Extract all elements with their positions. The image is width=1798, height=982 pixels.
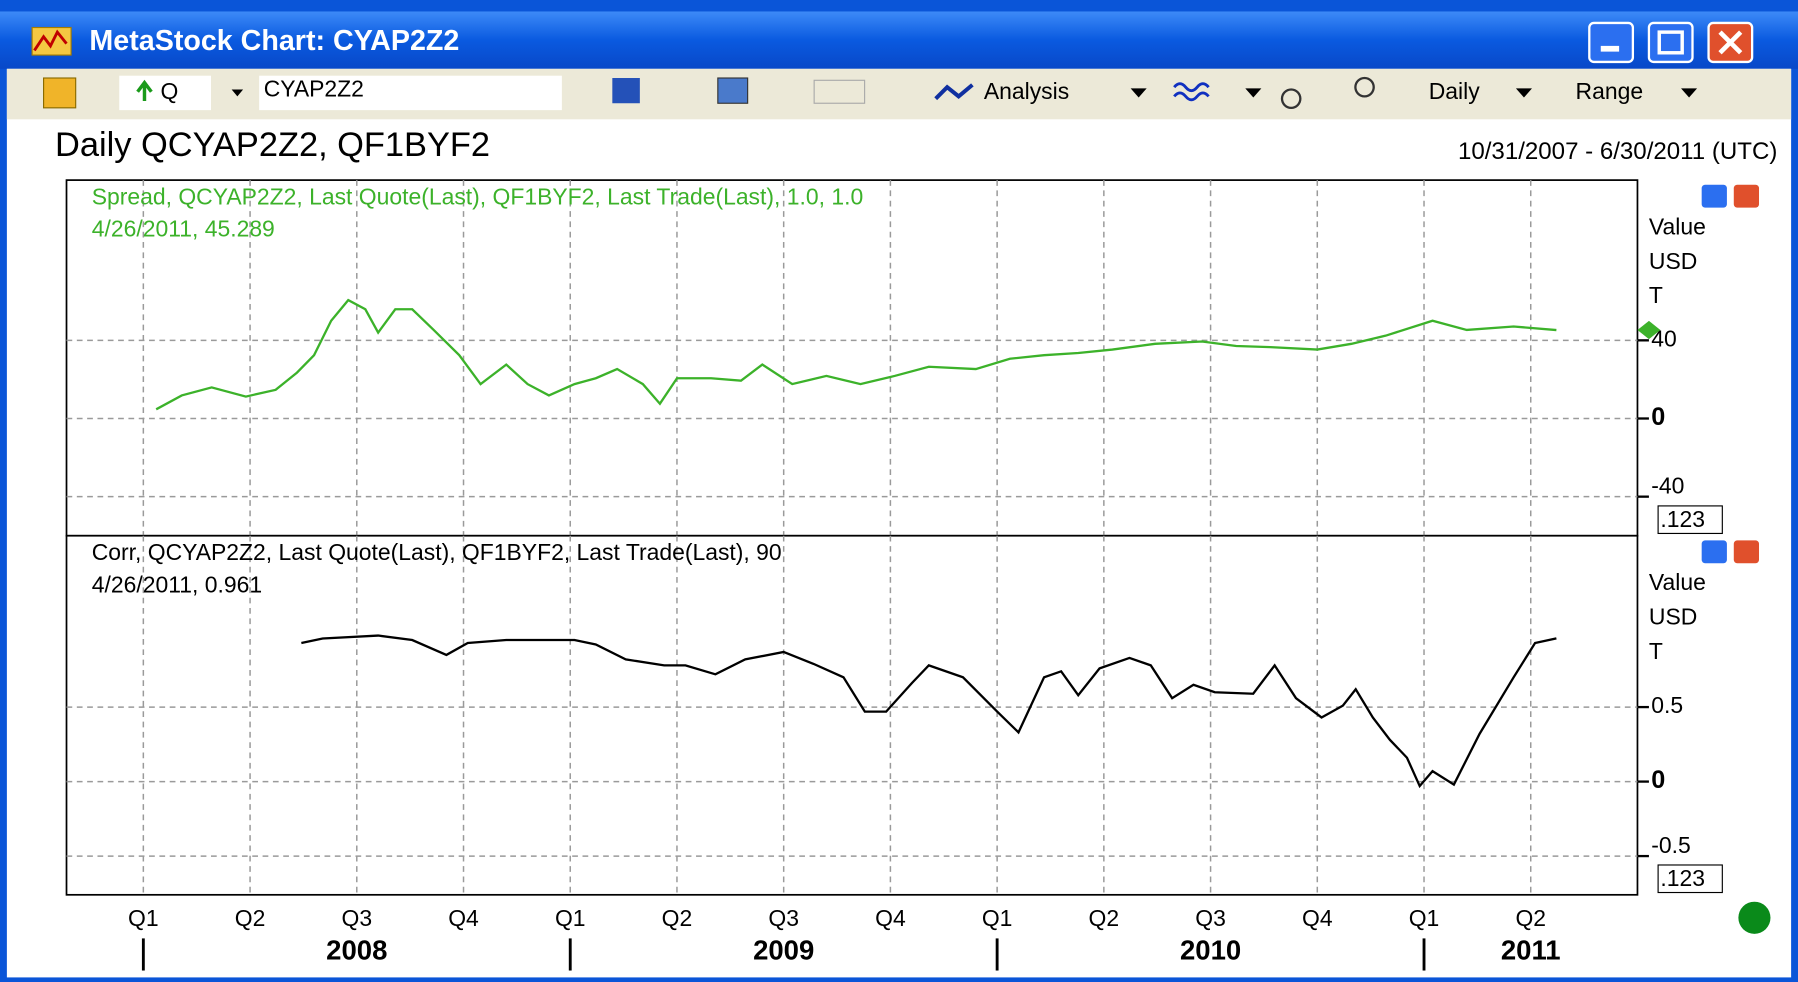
x-tick-label: Q2	[1515, 905, 1546, 931]
x-tick-label: Q3	[1195, 905, 1226, 931]
y-axis-label: Value	[1649, 213, 1706, 239]
y-tick-label: -0.5	[1651, 832, 1690, 858]
metastock-window: MetaStock Chart: CYAP2Z2 Q CYAP2Z2 Analy…	[0, 0, 1798, 982]
x-tick-label: Q2	[662, 905, 693, 931]
series-legend: Spread, QCYAP2Z2, Last Quote(Last), QF1B…	[92, 184, 863, 210]
y-axis-label: T	[1649, 282, 1663, 308]
x-tick-label: Q1	[128, 905, 159, 931]
x-tick-label: Q3	[768, 905, 799, 931]
analysis-menu[interactable]: Analysis	[984, 78, 1069, 104]
status-indicator	[1738, 902, 1770, 934]
scale-box-label: .123	[1660, 506, 1705, 532]
x-tick-label: Q1	[1409, 905, 1440, 931]
y-tick-label: -40	[1651, 473, 1684, 499]
panel-maximize[interactable]	[1702, 185, 1727, 208]
symbol: CYAP2Z2	[264, 76, 364, 102]
series-legend: Corr, QCYAP2Z2, Last Quote(Last), QF1BYF…	[92, 539, 782, 565]
y-axis-label: USD	[1649, 603, 1697, 629]
last-value: 4/26/2011, 0.961	[92, 571, 262, 597]
panel-close[interactable]	[1734, 540, 1759, 563]
y-axis-label: USD	[1649, 248, 1697, 274]
year-label: 2011	[1501, 934, 1561, 965]
minimize-button[interactable]	[1589, 23, 1633, 62]
range-menu[interactable]: Range	[1576, 78, 1644, 104]
x-tick-label: Q2	[1089, 905, 1120, 931]
panel-close[interactable]	[1734, 185, 1759, 208]
template-icon[interactable]	[718, 78, 748, 103]
x-tick-label: Q4	[875, 905, 906, 931]
year-label: 2010	[1180, 934, 1241, 965]
x-tick-label: Q4	[1302, 905, 1333, 931]
y-tick-label: 0	[1651, 766, 1665, 794]
scale-box-label: .123	[1660, 865, 1705, 891]
x-tick-label: Q3	[342, 905, 373, 931]
panel-maximize[interactable]	[1702, 540, 1727, 563]
date-range: 10/31/2007 - 6/30/2011 (UTC)	[1458, 138, 1777, 165]
year-label: 2009	[753, 934, 814, 965]
x-tick-label: Q1	[982, 905, 1013, 931]
last-value: 4/26/2011, 45.289	[92, 216, 275, 242]
page: MetaStock Chart: CYAP2Z2 Q CYAP2Z2 Analy…	[0, 0, 1798, 982]
x-tick-label: Q1	[555, 905, 586, 931]
y-axis-label: Value	[1649, 569, 1706, 595]
window-title: MetaStock Chart: CYAP2Z2	[89, 25, 459, 57]
menu-button[interactable]	[44, 78, 76, 108]
x-tick-label: Q4	[448, 905, 479, 931]
year-label: 2008	[326, 934, 387, 965]
y-tick-label: 0.5	[1651, 692, 1683, 718]
y-tick-label: 0	[1651, 403, 1665, 431]
symbol-prefix: Q	[161, 78, 179, 104]
plot-area	[67, 536, 1638, 895]
maximize-button[interactable]	[1649, 23, 1693, 62]
x-tick-label: Q2	[235, 905, 266, 931]
plot-area	[67, 180, 1638, 536]
y-axis-label: T	[1649, 638, 1663, 664]
save-icon[interactable]	[612, 78, 640, 103]
period-menu[interactable]: Daily	[1429, 78, 1480, 104]
chart-title: Daily QCYAP2Z2, QF1BYF2	[55, 126, 490, 164]
minimize-icon	[1601, 46, 1619, 52]
